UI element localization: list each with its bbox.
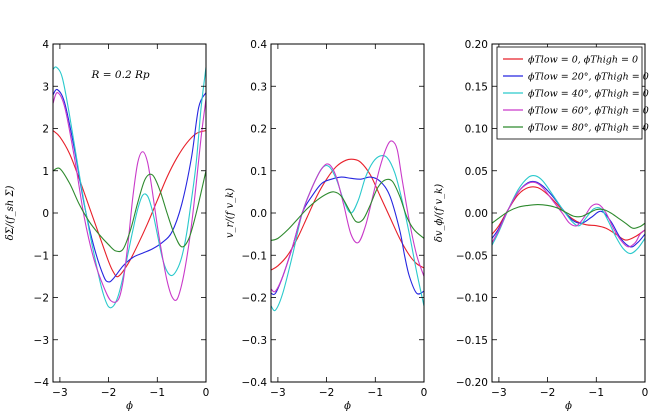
series-line-3: [53, 66, 206, 309]
series-line-5: [53, 167, 206, 253]
series-line-3: [492, 174, 645, 255]
y-tick-label: 4: [42, 39, 49, 51]
y-tick-label: −0.15: [456, 335, 488, 347]
legend: ϕTlow = 0, ϕThigh = 0 ϕTlow = 20°, ϕThigh…: [496, 46, 649, 140]
y-axis-label: δΣ/(f_sh Σ): [5, 186, 16, 241]
series-group: [53, 66, 206, 309]
legend-label: ϕTlow = 60°, ϕThigh = 0: [528, 106, 649, 117]
y-tick-label: −0.05: [456, 250, 488, 262]
y-tick-label: 0.20: [465, 39, 488, 51]
y-tick-label: −3: [34, 335, 49, 347]
series-group: [492, 174, 645, 255]
chart-panel-3: −0.20 −0.15 −0.10 −0.05 0.00 0.05 0.10 0.15 0.20…: [434, 39, 649, 412]
y-tick-label: −0.10: [456, 293, 488, 305]
x-tick-label: −2: [319, 387, 334, 399]
series-line-3: [271, 155, 424, 312]
x-axis-label: ϕ: [565, 401, 572, 412]
y-axis-label: v_r/(f v_k): [225, 188, 236, 238]
series-line-1: [53, 130, 206, 278]
series-line-1: [271, 158, 424, 271]
y-tick-label: −0.20: [456, 377, 488, 389]
x-tick-label: 0: [203, 387, 210, 399]
y-tick-label: 2: [42, 124, 49, 136]
x-tick-label: −3: [52, 387, 67, 399]
y-tick-label: 3: [42, 81, 49, 93]
x-tick-label: −2: [101, 387, 116, 399]
x-tick-label: −1: [150, 387, 165, 399]
y-tick-label: 0.15: [465, 81, 488, 93]
plot-frame: [270, 43, 425, 383]
legend-label: ϕTlow = 20°, ϕThigh = 0: [528, 72, 649, 83]
y-tick-label: −0.4: [242, 377, 268, 389]
x-axis-label: ϕ: [126, 401, 133, 412]
y-tick-label: 0.2: [250, 124, 267, 136]
legend-label: ϕTlow = 0, ϕThigh = 0: [528, 55, 638, 66]
series-line-4: [271, 140, 424, 293]
y-tick-label: 0.10: [465, 124, 488, 136]
series-line-4: [492, 181, 645, 248]
panel-annotation: R = 0.2 Rp: [91, 69, 150, 81]
y-tick-label: 0.1: [250, 166, 267, 178]
series-line-4: [53, 92, 206, 303]
y-tick-label: −0.3: [242, 335, 268, 347]
x-tick-label: 0: [421, 387, 428, 399]
y-tick-label: 1: [42, 166, 49, 178]
y-tick-label: 0.0: [250, 208, 267, 220]
x-tick-label: 0: [642, 387, 649, 399]
y-tick-label: −0.1: [242, 250, 268, 262]
x-tick-label: −1: [589, 387, 604, 399]
legend-label: ϕTlow = 80°, ϕThigh = 0: [528, 123, 649, 134]
y-tick-label: 0.3: [250, 81, 267, 93]
y-tick-label: −1: [34, 250, 49, 262]
plot-frame: [52, 43, 207, 383]
y-tick-label: −0.2: [242, 293, 268, 305]
y-tick-label: 0.05: [465, 166, 488, 178]
series-line-5: [271, 178, 424, 241]
y-tick-label: −2: [34, 293, 49, 305]
x-tick-label: −3: [491, 387, 506, 399]
series-line-5: [492, 203, 645, 229]
y-tick-label: 0: [42, 208, 49, 220]
x-tick-label: −3: [270, 387, 285, 399]
x-tick-label: −1: [368, 387, 383, 399]
y-tick-label: 0.00: [465, 208, 488, 220]
y-tick-label: 0.4: [250, 39, 267, 51]
y-tick-label: −4: [34, 377, 50, 389]
x-tick-label: −2: [540, 387, 555, 399]
series-line-2: [53, 88, 206, 283]
x-axis-label: ϕ: [344, 401, 351, 412]
chart-panel-2: −0.4 −0.3 −0.2 −0.1 0.0 0.1 0.2 0.3 0.4 −3 −2 −1 0 ϕ v…: [225, 39, 427, 412]
legend-label: ϕTlow = 40°, ϕThigh = 0: [528, 89, 649, 100]
series-group: [271, 140, 424, 312]
y-axis-label: δv_ϕ/(f v_k): [434, 184, 445, 242]
